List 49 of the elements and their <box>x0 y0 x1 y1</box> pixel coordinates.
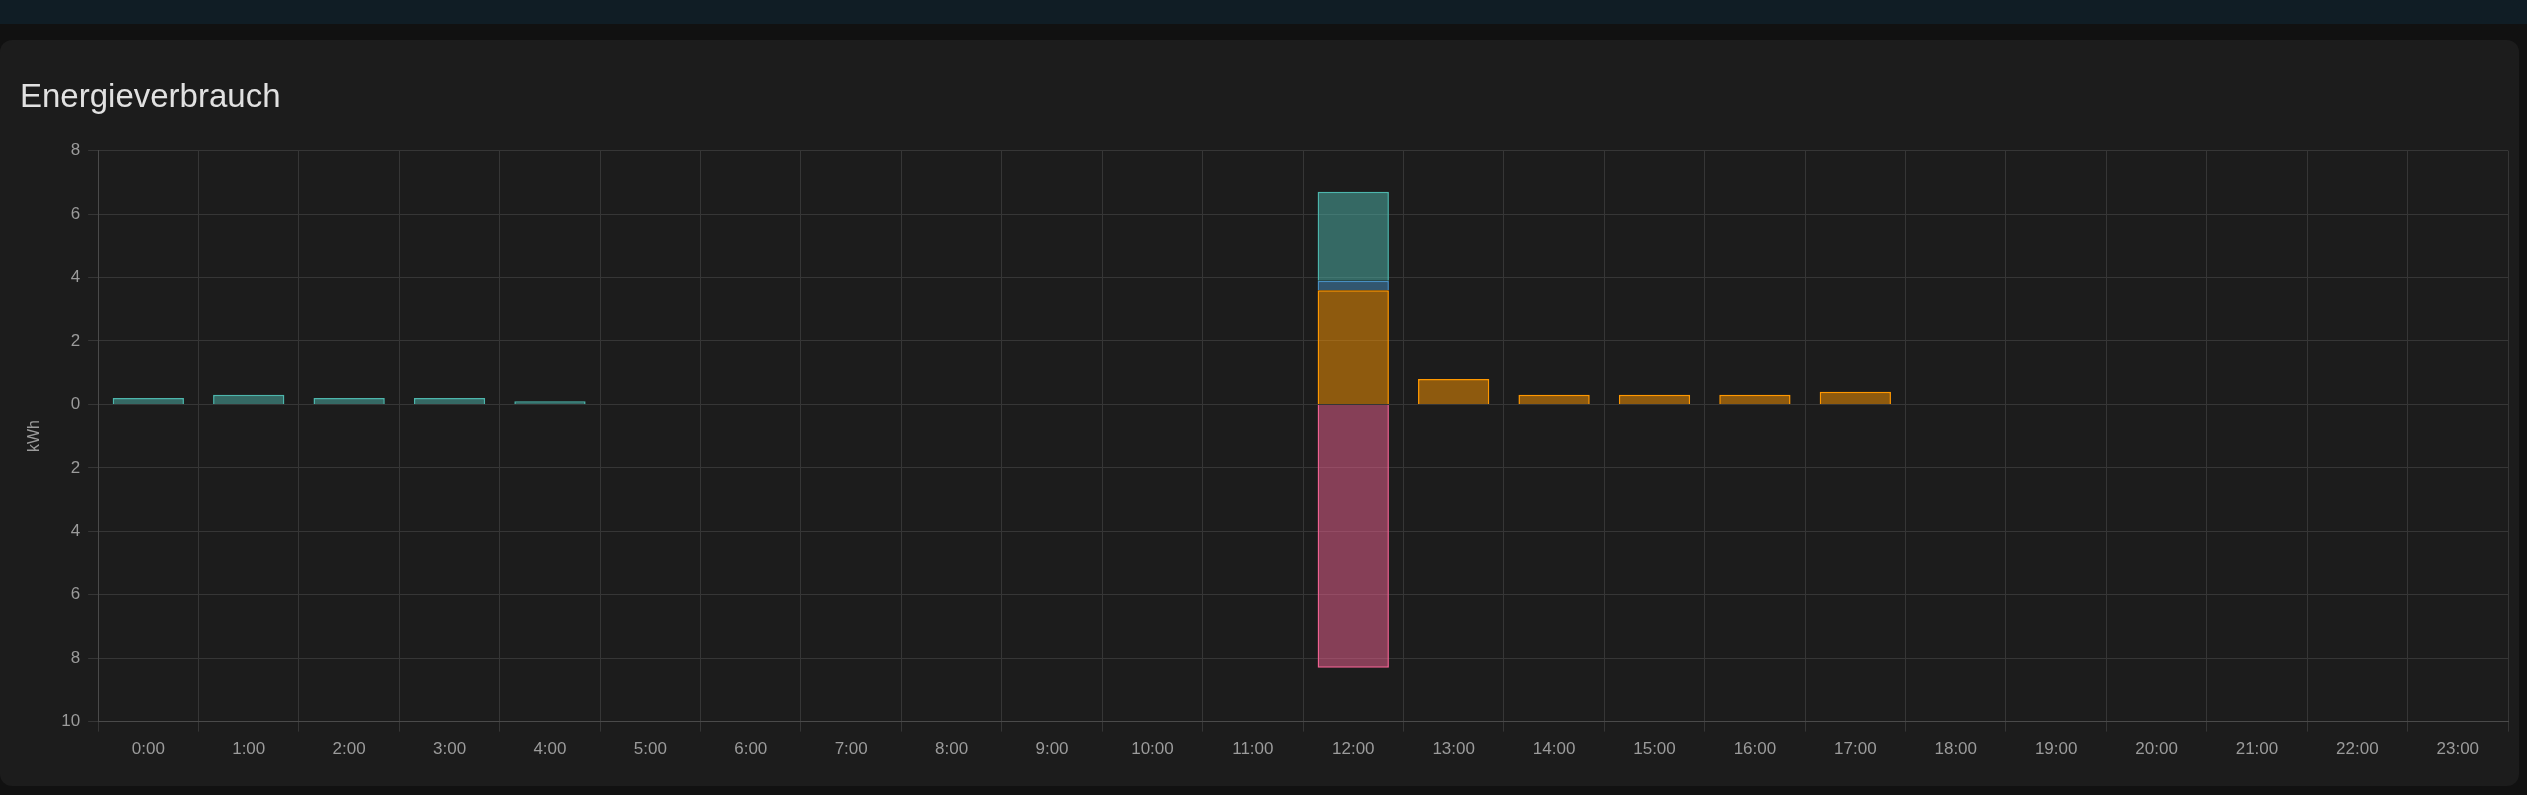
x-tick-label: 23:00 <box>2436 739 2480 759</box>
bar <box>313 398 385 404</box>
bar <box>413 398 486 404</box>
bar <box>1317 191 1389 281</box>
y-tick-label: 2 <box>70 330 81 350</box>
bar <box>1317 290 1389 404</box>
bar <box>1418 379 1490 404</box>
x-tick-label: 18:00 <box>1934 739 1978 759</box>
x-tick-label: 14:00 <box>1532 739 1576 759</box>
y-tick-label: 6 <box>70 203 81 223</box>
y-tick-label: 4 <box>70 520 81 540</box>
x-tick-label: 8:00 <box>935 739 969 759</box>
y-tick-label: 8 <box>70 140 81 160</box>
x-tick-label: 15:00 <box>1633 739 1676 759</box>
x-tick-label: 9:00 <box>1035 739 1069 759</box>
bar <box>1518 394 1590 404</box>
bar <box>1618 394 1691 404</box>
x-tick-label: 0:00 <box>131 739 165 759</box>
x-tick-label: 19:00 <box>2034 739 2078 759</box>
x-tick-label: 13:00 <box>1432 739 1475 759</box>
y-tick-label: 10 <box>61 711 81 731</box>
y-tick-label: 2 <box>70 457 81 477</box>
bar <box>1317 404 1389 668</box>
x-tick-label: 10:00 <box>1131 739 1174 759</box>
bar <box>213 394 285 404</box>
x-tick-label: 4:00 <box>533 739 567 759</box>
x-tick-label: 3:00 <box>433 739 467 759</box>
x-tick-label: 11:00 <box>1232 739 1274 759</box>
x-tick-label: 7:00 <box>834 739 868 759</box>
bar <box>1317 280 1389 291</box>
x-tick-label: 17:00 <box>1834 739 1877 759</box>
x-tick-label: 12:00 <box>1331 739 1375 759</box>
x-tick-label: 16:00 <box>1733 739 1777 759</box>
x-tick-label: 1:00 <box>232 739 266 759</box>
chart-title: Energieverbrauch <box>20 76 281 114</box>
x-tick-label: 22:00 <box>2336 739 2379 759</box>
x-tick-label: 20:00 <box>2135 739 2178 759</box>
x-tick-label: 21:00 <box>2235 739 2279 759</box>
y-tick-label: 0 <box>70 394 81 414</box>
bar <box>1719 394 1791 404</box>
bar <box>1819 391 1891 404</box>
bar <box>112 398 184 404</box>
y-tick-label: 6 <box>70 584 81 604</box>
x-tick-label: 6:00 <box>734 739 768 759</box>
y-tick-label: 4 <box>70 267 81 287</box>
y-axis-title: kWh <box>25 420 43 453</box>
x-tick-label: 5:00 <box>633 739 667 759</box>
x-tick-label: 2:00 <box>332 739 366 759</box>
y-tick-label: 8 <box>70 647 81 667</box>
